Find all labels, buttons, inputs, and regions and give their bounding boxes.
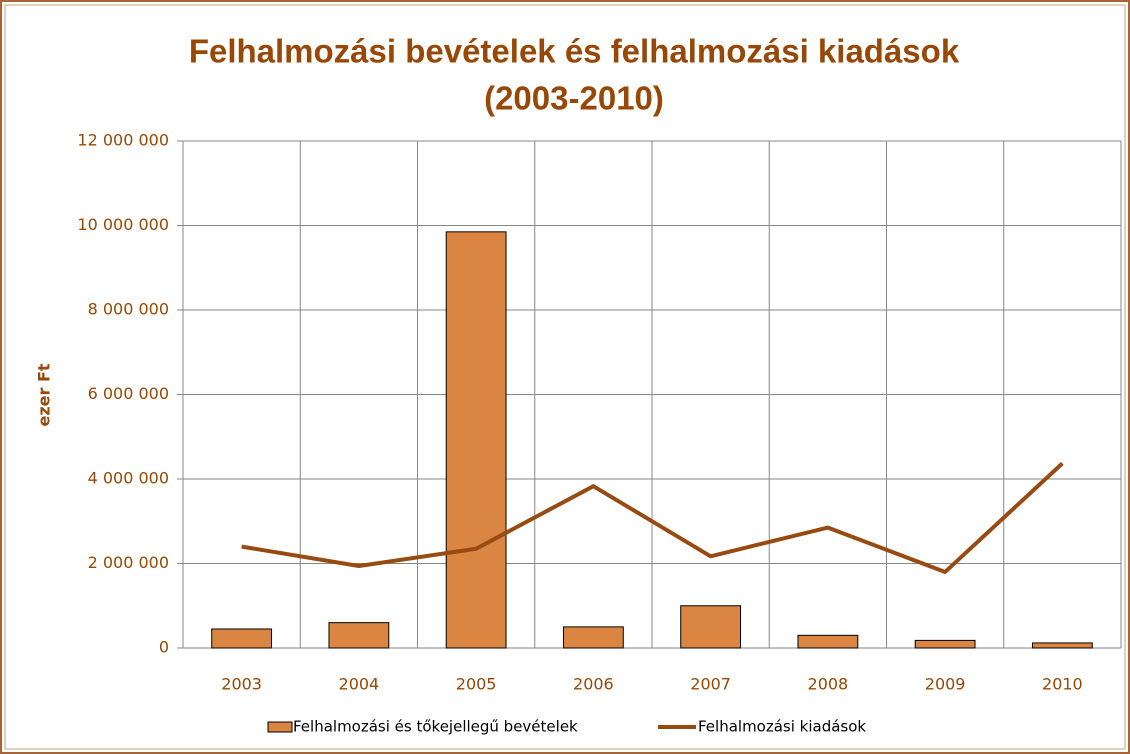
y-tick-label: 10 000 000 [77,215,169,234]
x-tick-label: 2003 [221,675,262,694]
y-tick-label: 12 000 000 [77,131,169,150]
bar [445,231,507,649]
bar [914,639,976,649]
y-tick-label: 0 [159,638,169,657]
bar [211,628,273,649]
chart-title: Felhalmozási bevételek és felhalmozási k… [189,33,960,70]
legend-label: Felhalmozási és tőkejellegű bevételek [293,718,578,736]
bar [328,622,390,649]
x-tick-label: 2006 [573,675,614,694]
y-tick-label: 4 000 000 [88,469,169,488]
chart-title: (2003-2010) [484,80,664,117]
x-tick-label: 2004 [339,675,380,694]
bar [562,626,624,649]
legend-label: Felhalmozási kiadások [698,718,866,736]
legend-swatch [267,721,293,733]
y-tick-label: 6 000 000 [88,384,169,403]
x-tick-label: 2007 [690,675,731,694]
bar [797,634,859,649]
line [241,461,1064,574]
y-tick-label: 2 000 000 [88,553,169,572]
x-tick-label: 2009 [925,675,966,694]
y-axis-label: ezer Ft [35,363,54,426]
frame-inner [4,4,1126,750]
x-tick-label: 2010 [1042,675,1083,694]
bar [680,605,742,649]
y-tick-label: 8 000 000 [88,300,169,319]
x-tick-label: 2005 [456,675,497,694]
bar [1031,642,1093,649]
x-tick-label: 2008 [808,675,849,694]
